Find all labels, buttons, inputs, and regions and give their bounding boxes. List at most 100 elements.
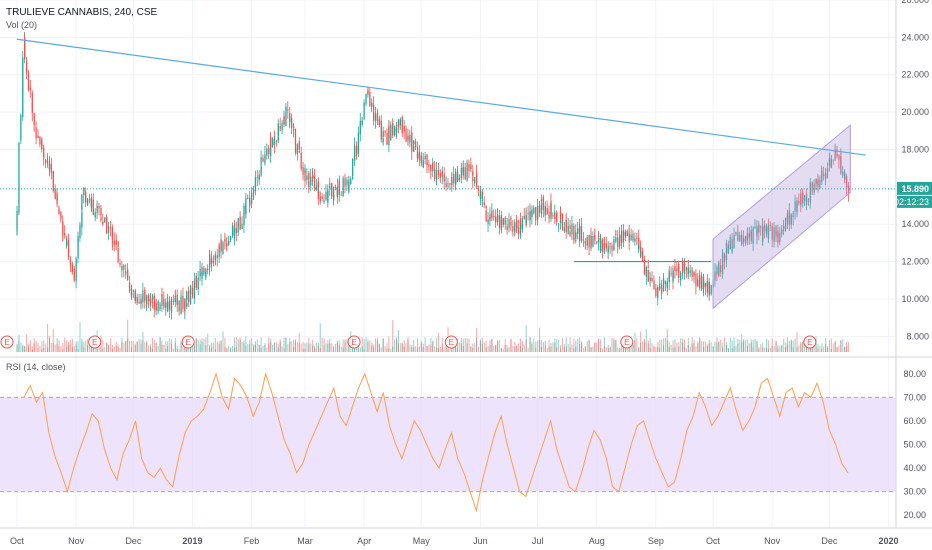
volume-bar (767, 348, 769, 352)
volume-bar (601, 348, 604, 352)
volume-bar (87, 345, 89, 352)
candle-body (107, 226, 110, 228)
candle-body (353, 145, 356, 157)
earnings-marker[interactable]: E (88, 335, 102, 349)
volume-bar (767, 340, 769, 352)
volume-bar (653, 345, 655, 352)
volume-bar (220, 340, 222, 352)
volume-bar (205, 337, 207, 352)
volume-bar (434, 346, 436, 352)
volume-bar (495, 344, 497, 352)
volume-bar (828, 340, 830, 352)
candle-body (474, 177, 476, 184)
candle-body (203, 268, 205, 275)
candle-body (239, 227, 241, 229)
candle-body (802, 192, 804, 202)
earnings-marker[interactable]: E (347, 335, 361, 349)
rsi-axis[interactable]: 20.00 30.00 40.00 50.00 60.00 70.00 80.00 (903, 369, 926, 520)
volume-bar (176, 348, 178, 352)
volume-bar (165, 348, 167, 352)
candle-body (746, 233, 749, 239)
candle-body (475, 172, 478, 187)
parallel-channel[interactable] (712, 124, 851, 310)
earnings-marker-circle (803, 335, 817, 349)
candle-body (613, 239, 615, 250)
volume-bar (550, 346, 552, 352)
volume-bar (485, 347, 487, 352)
volume-bar (796, 346, 798, 352)
candle-body (100, 207, 102, 216)
time-axis[interactable]: Oct Nov Dec 2019 Feb Mar Apr May Jun Jul Aug Sep Oct… (10, 536, 899, 546)
candle-body (270, 137, 272, 146)
resistance-trendline[interactable] (16, 38, 866, 156)
volume-bar (77, 341, 79, 352)
candle-body (428, 164, 430, 167)
volume-bar (523, 344, 525, 352)
volume-bar (33, 343, 35, 352)
earnings-marker[interactable]: E (0, 335, 14, 349)
volume-bar (836, 347, 838, 352)
candle-body (756, 226, 758, 237)
time-tick-label: Nov (68, 536, 85, 546)
candle-body (346, 179, 348, 186)
candle-body (685, 267, 688, 271)
earnings-marker[interactable]: E (620, 335, 634, 349)
volume-bar (445, 344, 447, 352)
candle-body (594, 234, 596, 241)
price-tick-label: 14.000 (901, 219, 929, 229)
candle-body (43, 147, 45, 152)
earnings-marker[interactable]: E (181, 335, 195, 349)
candle-body (668, 271, 670, 278)
volume-bar (127, 338, 129, 352)
volume-bar (600, 339, 602, 352)
candle-body (411, 143, 413, 152)
volume-bar (50, 342, 52, 352)
candle-body (33, 113, 35, 122)
volume-legend: Vol (20) (6, 20, 37, 30)
volume-bar (598, 338, 600, 352)
volume-bar (298, 332, 300, 352)
volume-bar (121, 337, 123, 352)
candle-body (523, 215, 525, 219)
volume-bar (407, 339, 409, 352)
volume-bar (144, 342, 146, 352)
volume-bar (127, 319, 129, 352)
volume-bar (45, 343, 47, 352)
volume-bar (273, 342, 276, 352)
volume-bar (489, 345, 491, 352)
candle-body (800, 193, 802, 205)
volume-bar (746, 346, 748, 352)
volume-bar (151, 337, 153, 352)
volume-bar (58, 345, 60, 352)
volume-bar (411, 347, 413, 352)
volume-bar (172, 348, 174, 352)
volume-bar (586, 341, 588, 352)
volume-bar (123, 342, 125, 352)
volume-bar (31, 348, 33, 352)
candle-body (639, 251, 642, 256)
candle-body (205, 272, 207, 278)
earnings-marker[interactable]: E (803, 335, 817, 349)
candle-body (790, 214, 792, 219)
time-tick-label: Dec (821, 536, 838, 546)
candle-body (458, 177, 461, 181)
volume-bar (113, 346, 115, 352)
volume-bar (609, 346, 611, 352)
volume-bar (64, 337, 66, 352)
volume-bar (500, 348, 502, 352)
candle-body (561, 213, 564, 230)
volume-bar (666, 339, 668, 352)
countdown-value: 02:12:23 (894, 197, 929, 207)
volume-bar (399, 342, 401, 352)
candle-body (723, 253, 726, 262)
volume-bar (580, 342, 583, 352)
volume-bar (561, 338, 564, 352)
earnings-marker[interactable]: E (444, 335, 458, 349)
candle-body (479, 190, 482, 200)
volume-bar (338, 345, 340, 352)
volume-bar (29, 340, 31, 352)
candle-body (495, 219, 497, 223)
candle-body (573, 238, 575, 241)
